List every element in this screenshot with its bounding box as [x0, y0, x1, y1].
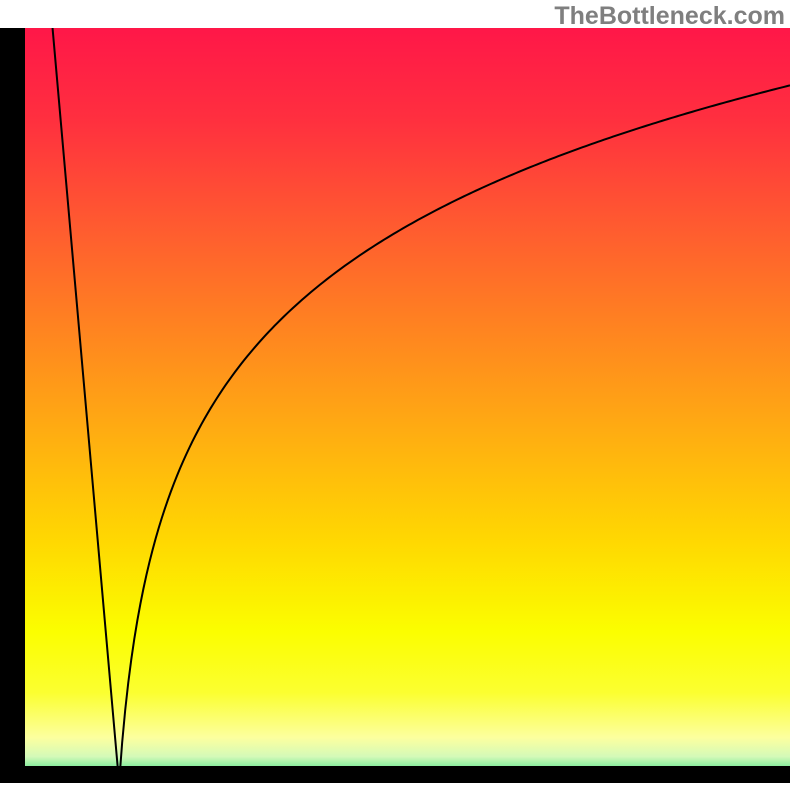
chart-border-left	[0, 28, 25, 783]
watermark-text: TheBottleneck.com	[554, 2, 785, 31]
chart-container: { "canvas": { "width": 800, "height": 80…	[0, 0, 800, 800]
chart-border-bottom	[0, 766, 790, 783]
plot-area	[25, 28, 790, 783]
bottleneck-curve	[53, 28, 790, 783]
chart-curve-layer	[25, 28, 790, 783]
